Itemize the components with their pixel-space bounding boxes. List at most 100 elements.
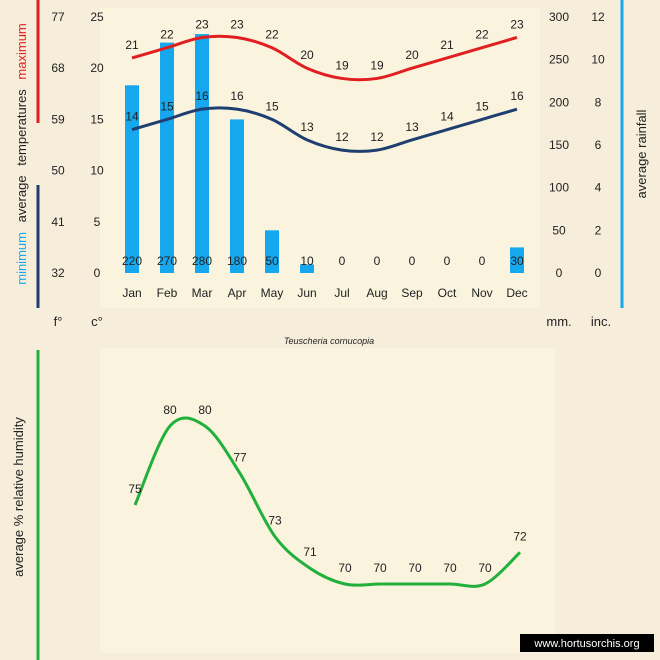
humidity-value-label: 73 bbox=[268, 514, 282, 528]
fahrenheit-tick-label: 59 bbox=[51, 112, 65, 126]
month-label-sep: Sep bbox=[401, 286, 423, 300]
minimum-value-label: 13 bbox=[300, 120, 314, 134]
fahrenheit-tick-label: 68 bbox=[51, 61, 65, 75]
minimum-value-label: 12 bbox=[370, 130, 384, 144]
rainfall-value-label: 280 bbox=[192, 254, 212, 268]
fahrenheit-tick-label: 50 bbox=[51, 164, 65, 178]
rainfall-bar-dec bbox=[510, 247, 524, 273]
rainfall-value-label: 50 bbox=[265, 254, 279, 268]
mm-tick-label: 200 bbox=[549, 95, 569, 109]
rainfall-bar-may bbox=[265, 230, 279, 273]
celsius-tick-label: 10 bbox=[90, 164, 104, 178]
maximum-value-label: 21 bbox=[440, 38, 454, 52]
celsius-tick-label: 5 bbox=[94, 215, 101, 229]
fahrenheit-unit-label: f° bbox=[54, 314, 63, 329]
fahrenheit-tick-label: 77 bbox=[51, 10, 65, 24]
temperature-lines: 21 22 23 23 22 20 19 19 20 21 22 23 14 15 16 16 15 13 12 12… bbox=[125, 17, 524, 153]
minimum-value-label: 15 bbox=[475, 99, 489, 113]
inches-unit-label: inc. bbox=[591, 314, 611, 329]
fahrenheit-tick-label: 32 bbox=[51, 266, 65, 280]
celsius-tick-label: 15 bbox=[90, 112, 104, 126]
inches-tick-label: 10 bbox=[591, 53, 605, 67]
rainfall-value-label: 0 bbox=[409, 254, 416, 268]
mm-unit-label: mm. bbox=[546, 314, 571, 329]
rainfall-bar-jun bbox=[300, 264, 314, 273]
month-label-nov: Nov bbox=[471, 286, 492, 300]
maximum-value-label: 19 bbox=[370, 58, 384, 72]
rainfall-value-label: 30 bbox=[510, 254, 524, 268]
species-caption: Teuscheria cornucopia bbox=[284, 336, 374, 346]
humidity-value-label: 75 bbox=[128, 482, 142, 496]
rainfall-value-label: 0 bbox=[339, 254, 346, 268]
maximum-value-label: 22 bbox=[475, 28, 489, 42]
minimum-value-label: 14 bbox=[125, 110, 139, 124]
minimum-value-label: 13 bbox=[405, 120, 419, 134]
humidity-line bbox=[133, 416, 522, 588]
minimum-label: minimum bbox=[14, 232, 29, 285]
minimum-value-label: 16 bbox=[230, 89, 244, 103]
month-label-may: May bbox=[261, 286, 284, 300]
minimum-value-label: 15 bbox=[265, 99, 279, 113]
humidity-value-label: 70 bbox=[408, 561, 422, 575]
rainfall-value-label: 0 bbox=[444, 254, 451, 268]
month-label-oct: Oct bbox=[438, 286, 457, 300]
celsius-unit-label: c° bbox=[91, 314, 103, 329]
maximum-value-label: 22 bbox=[160, 28, 174, 42]
month-label-jul: Jul bbox=[334, 286, 349, 300]
humidity-value-label: 80 bbox=[198, 403, 212, 417]
month-label-jun: Jun bbox=[297, 286, 316, 300]
maximum-value-label: 22 bbox=[265, 28, 279, 42]
rainfall-bar-apr bbox=[230, 119, 244, 274]
inches-tick-label: 2 bbox=[595, 223, 602, 237]
humidity-value-label: 70 bbox=[338, 561, 352, 575]
humidity-panel bbox=[100, 348, 555, 653]
humidity-axis-title: average % relative humidity bbox=[11, 417, 26, 577]
month-label-jan: Jan bbox=[122, 286, 141, 300]
humidity-value-label: 72 bbox=[513, 529, 527, 543]
inches-tick-label: 12 bbox=[591, 10, 605, 24]
rainfall-bar-jan bbox=[125, 85, 139, 274]
mm-tick-label: 50 bbox=[552, 223, 566, 237]
humidity-value-label: 80 bbox=[163, 403, 177, 417]
rainfall-value-label: 10 bbox=[300, 254, 314, 268]
rainfall-value-label: 180 bbox=[227, 254, 247, 268]
rainfall-value-label: 0 bbox=[479, 254, 486, 268]
month-label-mar: Mar bbox=[192, 286, 213, 300]
maximum-value-label: 23 bbox=[195, 17, 209, 31]
month-label-feb: Feb bbox=[157, 286, 178, 300]
humidity-value-label: 70 bbox=[478, 561, 492, 575]
inches-tick-label: 4 bbox=[595, 181, 602, 195]
celsius-tick-label: 20 bbox=[90, 61, 104, 75]
maximum-value-label: 19 bbox=[335, 58, 349, 72]
humidity-series: 75 80 80 77 73 71 70 70 70 70 70 72 bbox=[128, 403, 527, 588]
minimum-value-label: 16 bbox=[510, 89, 524, 103]
minimum-value-label: 16 bbox=[195, 89, 209, 103]
watermark-text: www.hortusorchis.org bbox=[533, 638, 639, 650]
fahrenheit-tick-label: 41 bbox=[51, 215, 65, 229]
mm-tick-label: 250 bbox=[549, 53, 569, 67]
minimum-value-label: 14 bbox=[440, 110, 454, 124]
rainfall-bar-mar bbox=[195, 34, 209, 273]
axis-ticks: 3241505968770510152025050100150200250300… bbox=[51, 10, 605, 280]
maximum-value-label: 23 bbox=[230, 17, 244, 31]
month-label-aug: Aug bbox=[366, 286, 387, 300]
humidity-value-label: 71 bbox=[303, 545, 317, 559]
mm-tick-label: 100 bbox=[549, 181, 569, 195]
maximum-value-label: 21 bbox=[125, 38, 139, 52]
month-labels: Jan Feb Mar Apr May Jun Jul Aug Sep Oct Nov Dec bbox=[122, 286, 527, 300]
average-label: average bbox=[14, 175, 29, 222]
celsius-tick-label: 25 bbox=[90, 10, 104, 24]
inches-tick-label: 8 bbox=[595, 95, 602, 109]
rainfall-axis-title: average rainfall bbox=[634, 109, 649, 198]
maximum-value-label: 23 bbox=[510, 17, 524, 31]
rainfall-value-label: 220 bbox=[122, 254, 142, 268]
mm-tick-label: 0 bbox=[556, 266, 563, 280]
maximum-label: maximum bbox=[14, 23, 29, 79]
maximum-temperature-line bbox=[131, 34, 518, 82]
minimum-temperature-line bbox=[131, 106, 518, 153]
rainfall-value-label: 0 bbox=[374, 254, 381, 268]
month-label-apr: Apr bbox=[228, 286, 247, 300]
humidity-value-label: 77 bbox=[233, 450, 247, 464]
minimum-value-label: 12 bbox=[335, 130, 349, 144]
